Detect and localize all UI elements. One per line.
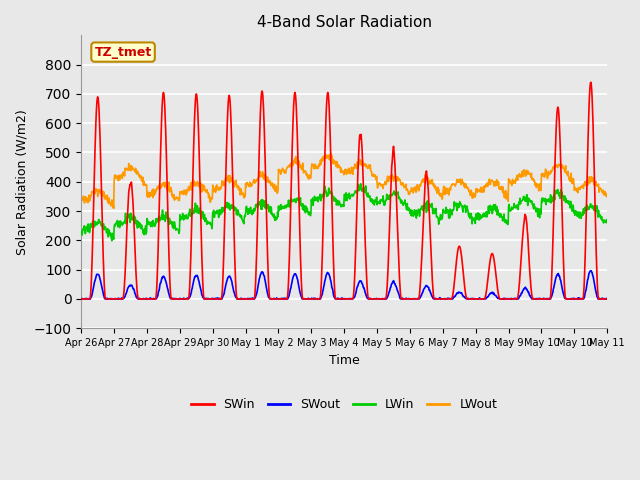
SWout — [135, 296, 143, 301]
LWin — [398, 200, 406, 205]
LWout — [543, 172, 551, 178]
LWin — [159, 212, 167, 218]
LWin — [543, 196, 551, 202]
Y-axis label: Solar Radiation (W/m2): Solar Radiation (W/m2) — [15, 109, 28, 255]
SWin — [135, 296, 143, 302]
LWout — [327, 151, 335, 156]
SWin — [603, 296, 611, 302]
SWout — [543, 296, 550, 302]
LWin — [357, 181, 365, 187]
SWout — [77, 296, 85, 302]
Line: LWin: LWin — [81, 184, 607, 241]
LWout — [77, 193, 85, 199]
SWin — [159, 91, 167, 97]
SWin — [543, 296, 550, 302]
LWout — [159, 180, 167, 185]
X-axis label: Time: Time — [329, 353, 360, 367]
SWin — [488, 252, 495, 258]
LWout — [543, 176, 551, 181]
LWin — [488, 211, 496, 216]
Line: LWout: LWout — [81, 154, 607, 208]
LWin — [603, 217, 611, 223]
Title: 4-Band Solar Radiation: 4-Band Solar Radiation — [257, 15, 432, 30]
SWout — [603, 296, 611, 302]
SWout — [159, 274, 167, 280]
SWout — [397, 296, 404, 302]
SWin — [587, 79, 595, 85]
SWout — [587, 268, 595, 274]
LWin — [136, 222, 143, 228]
SWout — [488, 290, 495, 296]
SWin — [77, 296, 85, 302]
LWout — [398, 181, 406, 187]
SWout — [542, 296, 550, 302]
LWout — [110, 205, 118, 211]
LWout — [136, 172, 143, 178]
Text: TZ_tmet: TZ_tmet — [95, 46, 152, 59]
SWin — [542, 296, 550, 302]
Legend: SWin, SWout, LWin, LWout: SWin, SWout, LWin, LWout — [186, 393, 502, 416]
LWin — [77, 230, 85, 236]
LWout — [603, 193, 611, 199]
LWin — [543, 197, 551, 203]
LWout — [488, 177, 496, 183]
LWin — [108, 238, 116, 244]
Line: SWout: SWout — [81, 271, 607, 299]
Line: SWin: SWin — [81, 82, 607, 299]
SWin — [397, 294, 404, 300]
